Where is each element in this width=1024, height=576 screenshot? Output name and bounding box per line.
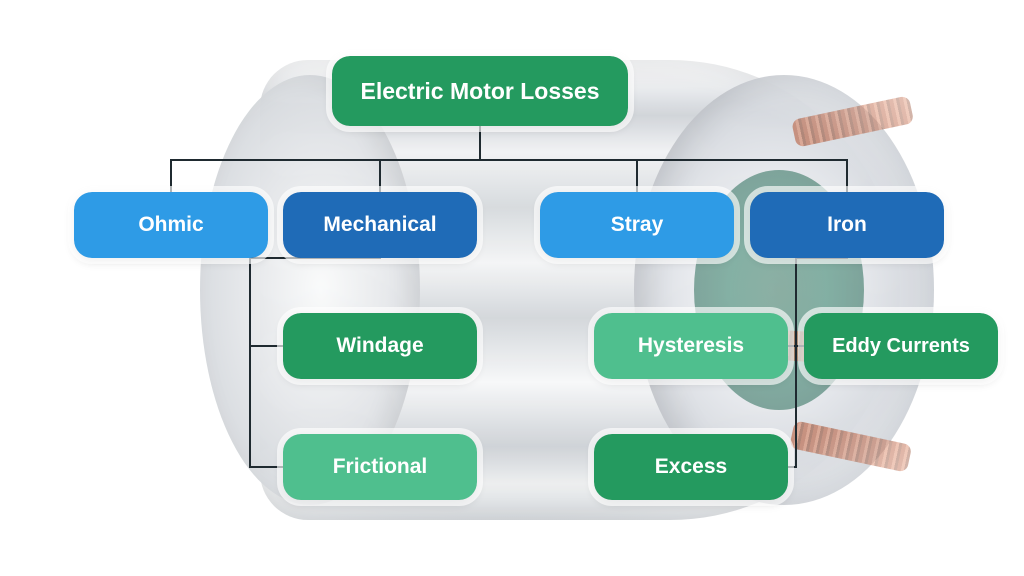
node-excess: Excess (594, 434, 788, 500)
node-label: Iron (827, 213, 867, 237)
node-windage: Windage (283, 313, 477, 379)
node-frictional: Frictional (283, 434, 477, 500)
diagram-stage: Electric Motor Losses Ohmic Mechanical Stra… (0, 0, 1024, 576)
node-label: Ohmic (138, 213, 203, 237)
node-root: Electric Motor Losses (332, 56, 628, 126)
node-ohmic: Ohmic (74, 192, 268, 258)
node-eddy: Eddy Currents (804, 313, 998, 379)
node-label: Electric Motor Losses (360, 78, 599, 105)
node-label: Windage (336, 334, 423, 358)
node-hysteresis: Hysteresis (594, 313, 788, 379)
node-label: Frictional (333, 455, 428, 479)
node-label: Eddy Currents (832, 335, 970, 358)
node-label: Stray (611, 213, 664, 237)
node-stray: Stray (540, 192, 734, 258)
node-label: Hysteresis (638, 334, 744, 358)
node-label: Mechanical (323, 213, 436, 237)
node-label: Excess (655, 455, 727, 479)
node-iron: Iron (750, 192, 944, 258)
node-mechanical: Mechanical (283, 192, 477, 258)
